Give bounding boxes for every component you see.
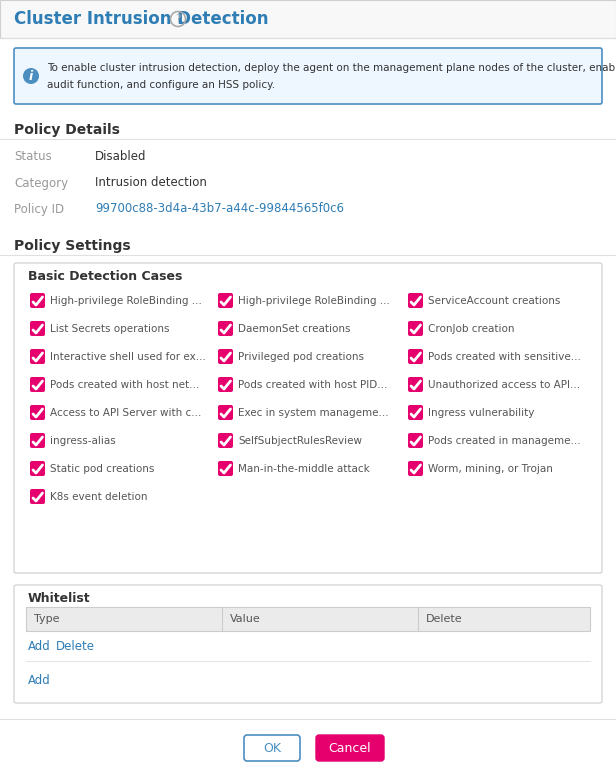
Text: Unauthorized access to API...: Unauthorized access to API... [428,379,580,389]
Text: audit function, and configure an HSS policy.: audit function, and configure an HSS pol… [47,80,275,90]
Text: List Secrets operations: List Secrets operations [50,324,169,333]
FancyBboxPatch shape [408,405,423,420]
Text: Delete: Delete [426,614,463,624]
FancyBboxPatch shape [14,48,602,104]
Text: High-privilege RoleBinding ...: High-privilege RoleBinding ... [50,296,202,306]
Text: ?: ? [175,14,180,24]
FancyBboxPatch shape [408,349,423,364]
FancyBboxPatch shape [316,735,384,761]
Text: 99700c88-3d4a-43b7-a44c-99844565f0c6: 99700c88-3d4a-43b7-a44c-99844565f0c6 [95,203,344,216]
FancyBboxPatch shape [30,433,45,448]
Text: Privileged pod creations: Privileged pod creations [238,351,364,361]
Text: CronJob creation: CronJob creation [428,324,514,333]
FancyBboxPatch shape [30,321,45,336]
FancyBboxPatch shape [408,461,423,476]
Text: Static pod creations: Static pod creations [50,464,155,473]
Text: Policy Settings: Policy Settings [14,239,131,253]
FancyBboxPatch shape [408,293,423,308]
Text: i: i [29,70,33,82]
Text: Add: Add [28,675,51,687]
Text: Access to API Server with c...: Access to API Server with c... [50,407,201,418]
Text: ServiceAccount creations: ServiceAccount creations [428,296,561,306]
Text: Status: Status [14,150,52,163]
Text: Worm, mining, or Trojan: Worm, mining, or Trojan [428,464,553,473]
Text: K8s event deletion: K8s event deletion [50,492,147,501]
Text: To enable cluster intrusion detection, deploy the agent on the management plane : To enable cluster intrusion detection, d… [47,63,616,73]
Text: Pods created with host PID...: Pods created with host PID... [238,379,387,389]
Text: ingress-alias: ingress-alias [50,436,116,446]
FancyBboxPatch shape [218,321,233,336]
Bar [26,607,590,631]
Text: Basic Detection Cases: Basic Detection Cases [28,271,182,284]
FancyBboxPatch shape [30,377,45,392]
Text: Whitelist: Whitelist [28,593,91,605]
FancyBboxPatch shape [30,349,45,364]
FancyBboxPatch shape [30,405,45,420]
FancyBboxPatch shape [30,489,45,504]
Text: Value: Value [230,614,261,624]
FancyBboxPatch shape [14,585,602,703]
FancyBboxPatch shape [218,461,233,476]
Text: Disabled: Disabled [95,150,147,163]
Text: Exec in system manageme...: Exec in system manageme... [238,407,389,418]
Text: High-privilege RoleBinding ...: High-privilege RoleBinding ... [238,296,390,306]
Text: OK: OK [263,741,281,755]
Text: Cancel: Cancel [329,741,371,755]
Text: DaemonSet creations: DaemonSet creations [238,324,351,333]
Text: Policy ID: Policy ID [14,203,64,216]
FancyBboxPatch shape [218,377,233,392]
FancyBboxPatch shape [14,263,602,573]
Text: Category: Category [14,177,68,189]
Text: Interactive shell used for ex...: Interactive shell used for ex... [50,351,206,361]
FancyBboxPatch shape [218,433,233,448]
FancyBboxPatch shape [408,377,423,392]
Text: Man-in-the-middle attack: Man-in-the-middle attack [238,464,370,473]
Bar [0,0,616,38]
Text: Delete: Delete [56,640,95,654]
FancyBboxPatch shape [30,293,45,308]
FancyBboxPatch shape [30,461,45,476]
Text: Ingress vulnerability: Ingress vulnerability [428,407,534,418]
Text: Pods created with sensitive...: Pods created with sensitive... [428,351,581,361]
Text: Pods created with host net...: Pods created with host net... [50,379,199,389]
Text: SelfSubjectRulesReview: SelfSubjectRulesReview [238,436,362,446]
FancyBboxPatch shape [244,735,300,761]
Text: Pods created in manageme...: Pods created in manageme... [428,436,581,446]
Text: Add: Add [28,640,51,654]
Text: Type: Type [34,614,60,624]
FancyBboxPatch shape [408,433,423,448]
Text: Intrusion detection: Intrusion detection [95,177,207,189]
Text: Cluster Intrusion Detection: Cluster Intrusion Detection [14,10,269,28]
FancyBboxPatch shape [218,293,233,308]
FancyBboxPatch shape [218,405,233,420]
Text: Policy Details: Policy Details [14,123,120,137]
Circle shape [23,68,39,84]
FancyBboxPatch shape [408,321,423,336]
FancyBboxPatch shape [218,349,233,364]
